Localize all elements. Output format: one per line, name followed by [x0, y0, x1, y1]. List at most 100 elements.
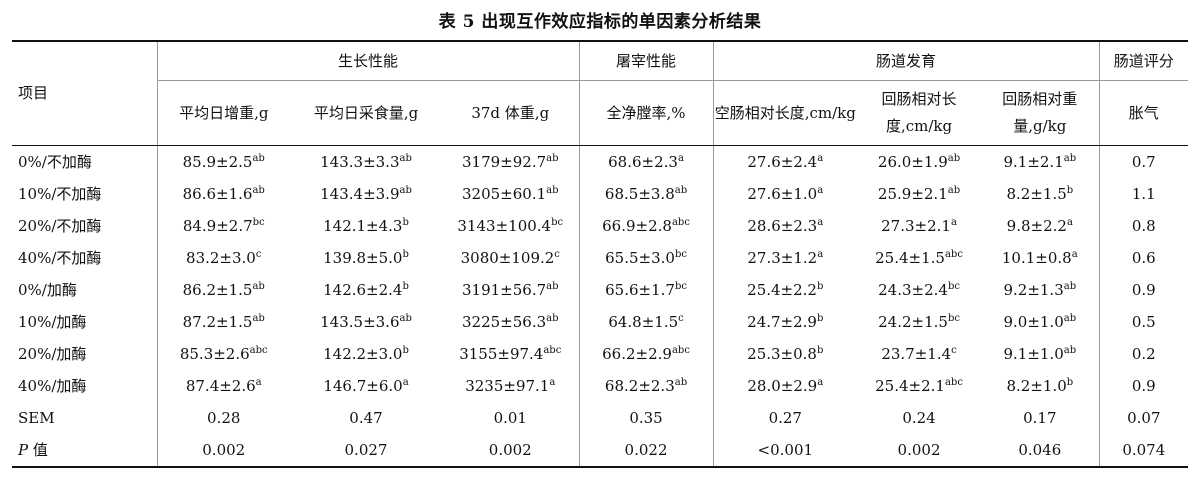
table-cell: 0.6: [1098, 242, 1189, 274]
row-label: 20%/加酶: [18, 344, 87, 363]
cell-value: 65.6±1.7: [605, 280, 675, 299]
significance-letters: ab: [947, 152, 961, 164]
table-cell: 1.1: [1098, 178, 1189, 210]
row-label: 10%/不加酶: [18, 184, 102, 203]
significance-letters: ab: [399, 312, 412, 324]
column-header: 胀气: [1098, 80, 1189, 146]
cell-value: 27.3±2.1: [881, 216, 951, 235]
cell-value: 0.027: [344, 440, 388, 459]
row-label: 10%/加酶: [18, 312, 87, 331]
table-cell: 27.3±2.1a: [857, 210, 981, 242]
table-cell: 27.3±1.2a: [712, 242, 858, 274]
cell-value: 0.074: [1122, 440, 1166, 459]
cell-value: 142.1±4.3: [323, 216, 403, 235]
cell-value: 3235±97.1: [465, 376, 550, 395]
table-cell: 3225±56.3ab: [442, 306, 579, 338]
significance-letters: c: [554, 248, 560, 260]
significance-letters: bc: [674, 248, 687, 260]
cell-value: 23.7±1.4: [881, 344, 952, 363]
significance-letters: ab: [1063, 280, 1077, 292]
table-cell: 8.2±1.0b: [981, 370, 1099, 402]
table-cell: 64.8±1.5c: [578, 306, 714, 338]
cell-value: 3143±100.4: [457, 216, 552, 235]
column-header: 全净膛率,%: [578, 80, 714, 146]
cell-value: 143.3±3.3: [320, 152, 400, 171]
cell-value: 9.1±1.0: [1003, 344, 1064, 363]
significance-letters: bc: [551, 216, 564, 228]
table-cell: 0.046: [981, 434, 1100, 468]
significance-letters: ab: [947, 184, 961, 196]
table-cell: 10.1±0.8a: [981, 242, 1099, 274]
p-label-suffix: 值: [28, 440, 48, 459]
table-cell: 3155±97.4abc: [442, 338, 579, 370]
table-cell: 3235±97.1a: [442, 370, 579, 402]
cell-value: 0.27: [768, 408, 802, 427]
significance-letters: ab: [546, 280, 559, 292]
table-row: 20%/加酶 85.3±2.6abc 142.2±3.0b 3155±97.4abc 6…: [12, 338, 1189, 370]
table-cell: 68.5±3.8ab: [578, 178, 714, 210]
cell-value: 68.2±2.3: [604, 376, 675, 395]
cell-value: 3179±92.7: [462, 152, 547, 171]
cell-value: 0.2: [1131, 344, 1156, 363]
cell-value: 3080±109.2: [460, 248, 555, 267]
table-cell: 25.3±0.8b: [712, 338, 858, 370]
cell-value: 27.3±1.2: [747, 248, 818, 267]
cell-value: 10.1±0.8: [1001, 248, 1072, 267]
cell-value: 0.28: [207, 408, 241, 427]
table-cell: 0.2: [1098, 338, 1189, 370]
column-header: 37d 体重,g: [442, 80, 580, 146]
cell-value: 0.002: [202, 440, 246, 459]
cell-value: 66.2±2.9: [602, 344, 672, 363]
significance-letters: c: [678, 312, 684, 324]
significance-letters: b: [402, 344, 409, 356]
significance-letters: ab: [252, 312, 265, 324]
table-cell: 0.9: [1098, 370, 1189, 402]
significance-letters: ab: [546, 184, 559, 196]
table-cell: 0.24: [857, 402, 981, 434]
cell-value: 0.022: [624, 440, 668, 459]
significance-letters: ab: [252, 152, 265, 164]
cell-value: 86.2±1.5: [182, 280, 253, 299]
cell-value: 64.8±1.5: [608, 312, 679, 331]
p-symbol: P: [18, 440, 29, 459]
cell-value: 0.9: [1131, 376, 1156, 395]
table-cell: 0.07: [1098, 402, 1189, 434]
significance-letters: ab: [546, 312, 559, 324]
table-cell: 86.2±1.5ab: [156, 274, 290, 306]
cell-value: 28.0±2.9: [747, 376, 818, 395]
significance-letters: b: [1066, 184, 1074, 196]
cell-value: 0.9: [1131, 280, 1156, 299]
cell-value: 68.6±2.3: [608, 152, 678, 171]
cell-value: 0.7: [1131, 152, 1156, 171]
cell-value: 0.47: [349, 408, 383, 427]
cell-value: 0.17: [1023, 408, 1057, 427]
cell-value: 24.7±2.9: [747, 312, 817, 331]
significance-letters: ab: [674, 376, 688, 388]
row-label: SEM: [18, 408, 55, 427]
significance-letters: a: [402, 376, 409, 388]
table-row: 40%/加酶 87.4±2.6a 146.7±6.0a 3235±97.1a 68.2±…: [12, 370, 1189, 402]
column-header: 回肠相对长度,cm/kg: [857, 80, 982, 146]
significance-letters: bc: [947, 280, 960, 292]
table-cell: 27.6±1.0a: [712, 178, 858, 210]
item-header: 项目: [12, 40, 157, 146]
cell-value: 142.2±3.0: [323, 344, 403, 363]
table-cell: 0.17: [981, 402, 1099, 434]
table-body: 0%/不加酶 85.9±2.5ab 143.3±3.3ab 3179±92.7ab 68…: [12, 145, 1189, 468]
cell-value: 0.5: [1131, 312, 1156, 331]
table-cell: 65.5±3.0bc: [578, 242, 714, 274]
table-cell: 9.0±1.0ab: [981, 306, 1099, 338]
cell-value: 28.6±2.3: [747, 216, 818, 235]
cell-value: 87.4±2.6: [185, 376, 256, 395]
significance-letters: a: [549, 376, 556, 388]
table-cell: 68.2±2.3ab: [578, 370, 714, 402]
row-label: P 值: [12, 434, 157, 468]
cell-value: 25.9±2.1: [877, 184, 948, 203]
table-cell: 0.5: [1098, 306, 1189, 338]
cell-value: 25.4±2.2: [747, 280, 817, 299]
cell-value: 25.3±0.8: [747, 344, 817, 363]
cell-value: 3155±97.4: [459, 344, 544, 363]
cell-value: 3225±56.3: [462, 312, 547, 331]
cell-value: 139.8±5.0: [323, 248, 403, 267]
significance-letters: abc: [543, 344, 562, 356]
